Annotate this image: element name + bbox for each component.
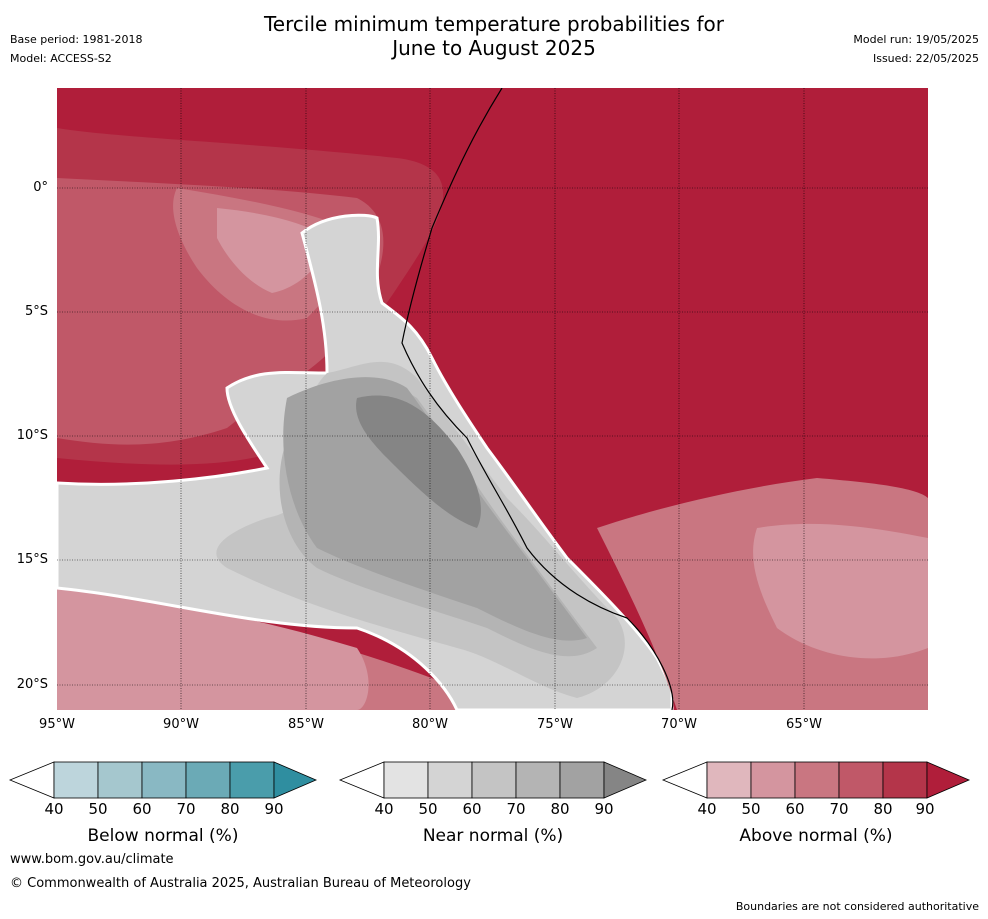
- below-tick-60: 60: [132, 800, 152, 818]
- lon-label-65w: 65°W: [786, 717, 822, 732]
- lat-label-0: 0°: [33, 180, 48, 195]
- below-tick-70: 70: [176, 800, 196, 818]
- lon-label-70w: 70°W: [661, 717, 697, 732]
- colorbar-near-swatch-60: [471, 761, 517, 799]
- colorbar-near-low-arrow: [338, 761, 385, 799]
- near-normal-80: [283, 377, 587, 641]
- lon-label-90w: 90°W: [163, 717, 199, 732]
- colorbar-above-swatch-60: [794, 761, 840, 799]
- below-tick-40: 40: [44, 800, 64, 818]
- colorbar-below-high-arrow: [273, 761, 318, 799]
- lat-label-15s: 15°S: [16, 552, 48, 567]
- near-normal-90: [356, 395, 481, 528]
- colorbar-above-swatch-70: [838, 761, 884, 799]
- lon-label-75w: 75°W: [537, 717, 573, 732]
- colorbar-near-swatch-40: [383, 761, 429, 799]
- colorbar-above-swatch-80: [882, 761, 928, 799]
- colorbar-below-swatch-40: [53, 761, 99, 799]
- south-band-60: [57, 588, 369, 710]
- colorbar-near-swatch-70: [515, 761, 561, 799]
- lon-label-80w: 80°W: [412, 717, 448, 732]
- below-tick-80: 80: [220, 800, 240, 818]
- colorbar-above-low-arrow: [661, 761, 708, 799]
- colorbar-below-swatch-80: [229, 761, 275, 799]
- above-tick-70: 70: [829, 800, 849, 818]
- copyright-text: © Commonwealth of Australia 2025, Austra…: [10, 876, 471, 891]
- land-band-50: [753, 523, 928, 659]
- base-period-label: Base period: 1981-2018: [10, 33, 143, 46]
- coastline: [401, 88, 674, 710]
- gridlines: [57, 88, 928, 710]
- above-tick-50: 50: [741, 800, 761, 818]
- above-tick-40: 40: [697, 800, 717, 818]
- colorbar-below-normal: [8, 761, 318, 799]
- page-title: Tercile minimum temperature probabilitie…: [0, 12, 988, 60]
- ocean-band-50: [217, 208, 327, 293]
- lat-label-10s: 10°S: [16, 428, 48, 443]
- near-tick-90: 90: [594, 800, 614, 818]
- near-tick-80: 80: [550, 800, 570, 818]
- colorbar-below-swatch-70: [185, 761, 231, 799]
- disclaimer-text: Boundaries are not considered authoritat…: [735, 900, 979, 913]
- below-tick-50: 50: [88, 800, 108, 818]
- lon-label-95w: 95°W: [39, 717, 75, 732]
- lon-label-85w: 85°W: [288, 717, 324, 732]
- colorbar-below-swatch-60: [141, 761, 187, 799]
- near-tick-60: 60: [462, 800, 482, 818]
- issued-label: Issued: 22/05/2025: [872, 52, 979, 65]
- title-line-1: Tercile minimum temperature probabilitie…: [263, 12, 725, 36]
- colorbar-above-high-arrow: [926, 761, 971, 799]
- colorbar-above-swatch-40: [706, 761, 752, 799]
- below-tick-90: 90: [264, 800, 284, 818]
- near-tick-70: 70: [506, 800, 526, 818]
- probability-map: [57, 88, 928, 710]
- above-tick-90: 90: [915, 800, 935, 818]
- near-tick-50: 50: [418, 800, 438, 818]
- lat-label-20s: 20°S: [16, 677, 48, 692]
- colorbar-above-normal: [661, 761, 971, 799]
- below-normal-label: Below normal (%): [87, 826, 239, 846]
- colorbar-near-normal: [338, 761, 648, 799]
- model-label: Model: ACCESS-S2: [10, 52, 112, 65]
- colorbar-below-swatch-50: [97, 761, 143, 799]
- title-line-2: June to August 2025: [392, 36, 596, 60]
- colorbar-near-high-arrow: [603, 761, 648, 799]
- above-tick-80: 80: [873, 800, 893, 818]
- near-tick-40: 40: [374, 800, 394, 818]
- colorbar-near-swatch-80: [559, 761, 605, 799]
- above-tick-60: 60: [785, 800, 805, 818]
- colorbar-above-swatch-50: [750, 761, 796, 799]
- colorbar-below-low-arrow: [8, 761, 55, 799]
- near-normal-label: Near normal (%): [422, 826, 564, 846]
- above-normal-label: Above normal (%): [739, 826, 893, 846]
- lat-label-5s: 5°S: [24, 304, 48, 319]
- website-link[interactable]: www.bom.gov.au/climate: [10, 852, 174, 867]
- colorbar-near-swatch-50: [427, 761, 473, 799]
- model-run-label: Model run: 19/05/2025: [853, 33, 979, 46]
